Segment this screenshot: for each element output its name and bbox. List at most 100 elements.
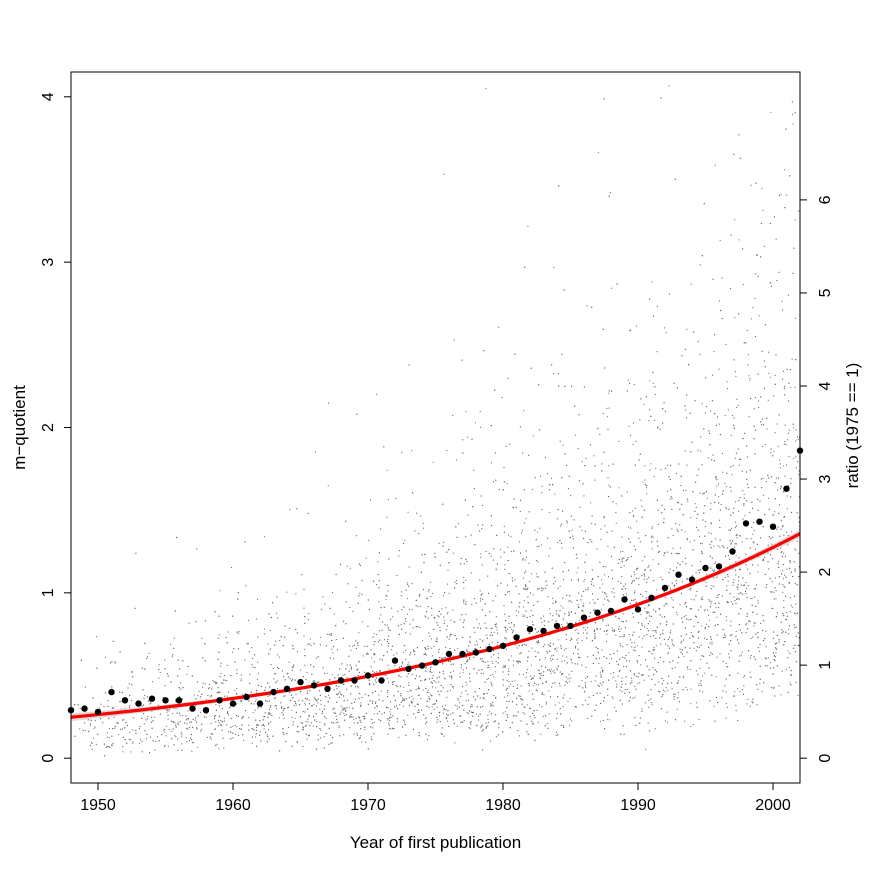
raw-data-point: [195, 727, 198, 729]
raw-data-point: [731, 474, 733, 476]
raw-data-point: [750, 318, 752, 320]
raw-data-point: [355, 640, 357, 642]
raw-data-point: [333, 658, 335, 660]
raw-data-point: [781, 378, 784, 380]
raw-data-point: [339, 696, 341, 699]
raw-data-point: [471, 603, 473, 606]
raw-data-point: [558, 185, 560, 187]
raw-data-point: [795, 549, 797, 551]
raw-data-point: [516, 660, 519, 662]
raw-data-point: [764, 443, 766, 446]
raw-data-point: [794, 583, 796, 585]
raw-data-point: [637, 661, 639, 663]
raw-data-point: [178, 695, 180, 698]
raw-data-point: [518, 541, 520, 543]
raw-data-point: [771, 581, 773, 583]
raw-data-point: [733, 695, 736, 697]
raw-data-point: [736, 598, 738, 600]
raw-data-point: [542, 588, 544, 590]
raw-data-point: [796, 512, 798, 514]
raw-data-point: [177, 723, 179, 726]
raw-data-point: [616, 660, 618, 663]
raw-data-point: [466, 650, 468, 653]
raw-data-point: [295, 593, 297, 595]
raw-data-point: [581, 664, 583, 666]
raw-data-point: [773, 591, 775, 593]
raw-data-point: [697, 673, 699, 675]
raw-data-point: [593, 609, 595, 612]
raw-data-point: [660, 469, 662, 471]
raw-data-point: [743, 503, 745, 505]
raw-data-point: [520, 698, 522, 700]
raw-data-point: [579, 526, 581, 528]
raw-data-point: [338, 725, 340, 727]
raw-data-point: [417, 605, 419, 608]
raw-data-point: [747, 487, 749, 489]
raw-data-point: [201, 723, 203, 725]
raw-data-point: [379, 639, 381, 641]
raw-data-point: [353, 722, 355, 724]
raw-data-point: [548, 621, 550, 623]
raw-data-point: [447, 715, 449, 717]
raw-data-point: [273, 698, 275, 700]
raw-data-point: [240, 728, 242, 730]
raw-data-point: [737, 580, 740, 582]
raw-data-point: [149, 703, 151, 705]
raw-data-point: [754, 297, 756, 300]
raw-data-point: [443, 657, 445, 659]
raw-data-point: [372, 727, 374, 729]
raw-data-point: [768, 508, 770, 510]
raw-data-point: [635, 675, 637, 678]
raw-data-point: [606, 633, 608, 635]
raw-data-point: [249, 682, 251, 684]
raw-data-point: [523, 588, 525, 590]
raw-data-point: [88, 730, 90, 733]
raw-data-point: [263, 728, 265, 730]
raw-data-point: [686, 618, 688, 620]
raw-data-point: [629, 511, 631, 514]
raw-data-point: [378, 699, 380, 701]
raw-data-point: [627, 557, 629, 559]
raw-data-point: [572, 535, 574, 537]
raw-data-point: [660, 708, 663, 710]
raw-data-point: [726, 589, 728, 592]
raw-data-point: [599, 561, 601, 563]
raw-data-point: [282, 714, 284, 716]
raw-data-point: [550, 645, 552, 648]
raw-data-point: [516, 703, 518, 706]
raw-data-point: [794, 386, 796, 389]
raw-data-point: [600, 609, 603, 611]
raw-data-point: [618, 440, 620, 443]
raw-data-point: [454, 742, 456, 744]
raw-data-point: [411, 609, 413, 611]
raw-data-point: [614, 706, 616, 709]
raw-data-point: [355, 664, 357, 667]
raw-data-point: [511, 577, 513, 579]
raw-data-point: [319, 721, 321, 723]
raw-data-point: [346, 699, 349, 701]
raw-data-point: [462, 671, 464, 673]
raw-data-point: [653, 649, 655, 651]
raw-data-point: [417, 625, 419, 628]
raw-data-point: [769, 667, 772, 669]
raw-data-point: [602, 604, 605, 606]
raw-data-point: [177, 675, 179, 677]
raw-data-point: [387, 664, 389, 666]
raw-data-point: [699, 682, 701, 685]
raw-data-point: [350, 668, 352, 670]
raw-data-point: [459, 676, 461, 678]
raw-data-point: [790, 386, 792, 388]
raw-data-point: [562, 725, 565, 727]
raw-data-point: [292, 724, 294, 726]
raw-data-point: [248, 729, 250, 731]
raw-data-point: [205, 716, 207, 718]
raw-data-point: [400, 701, 402, 703]
raw-data-point: [482, 697, 484, 699]
raw-data-point: [404, 618, 407, 620]
raw-data-point: [594, 680, 596, 682]
raw-data-point: [741, 593, 744, 595]
raw-data-point: [201, 728, 203, 731]
raw-data-point: [639, 722, 641, 724]
raw-data-point: [519, 695, 521, 698]
